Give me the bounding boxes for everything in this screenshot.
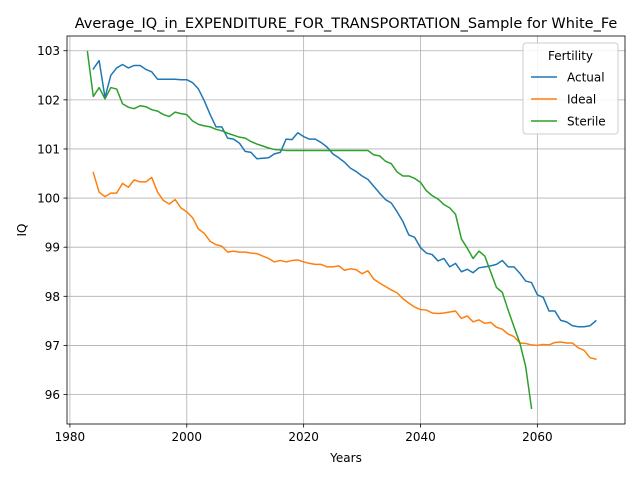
legend: Fertility Actual Ideal Sterile: [522, 42, 619, 135]
x-axis-label: Years: [329, 451, 362, 465]
gridlines: [67, 36, 625, 424]
y-tick-label: 103: [37, 44, 60, 58]
y-tick-label: 101: [37, 142, 60, 156]
series-lines: [86, 50, 597, 410]
y-tick-label: 100: [37, 192, 60, 206]
legend-label-ideal: Ideal: [567, 93, 596, 107]
y-tick-label: 96: [45, 388, 60, 402]
y-tick-label: 99: [45, 241, 60, 255]
series-line-sterile: [86, 50, 533, 410]
y-axis-label: IQ: [15, 224, 29, 237]
legend-entries: Actual Ideal Sterile: [531, 71, 606, 129]
legend-title: Fertility: [548, 49, 593, 63]
x-tick-label: 2000: [172, 430, 203, 444]
series-line-actual: [92, 59, 597, 328]
plot-frame: [66, 35, 626, 425]
chart-title: Average_IQ_in_EXPENDITURE_FOR_TRANSPORTA…: [75, 16, 618, 32]
legend-box: [522, 42, 619, 135]
y-tick-label: 98: [45, 290, 60, 304]
y-tick-label: 102: [37, 93, 60, 107]
legend-label-actual: Actual: [567, 71, 605, 85]
axis-ticks: 1980 2000 2020 2040 2060 96 97 98 99 100 101 102 103: [37, 44, 553, 444]
legend-label-sterile: Sterile: [567, 115, 606, 129]
y-tick-label: 97: [45, 339, 60, 353]
x-tick-label: 1980: [55, 430, 86, 444]
series-line-ideal: [92, 171, 597, 361]
x-tick-label: 2020: [288, 430, 319, 444]
x-tick-label: 2040: [405, 430, 436, 444]
x-tick-label: 2060: [522, 430, 553, 444]
